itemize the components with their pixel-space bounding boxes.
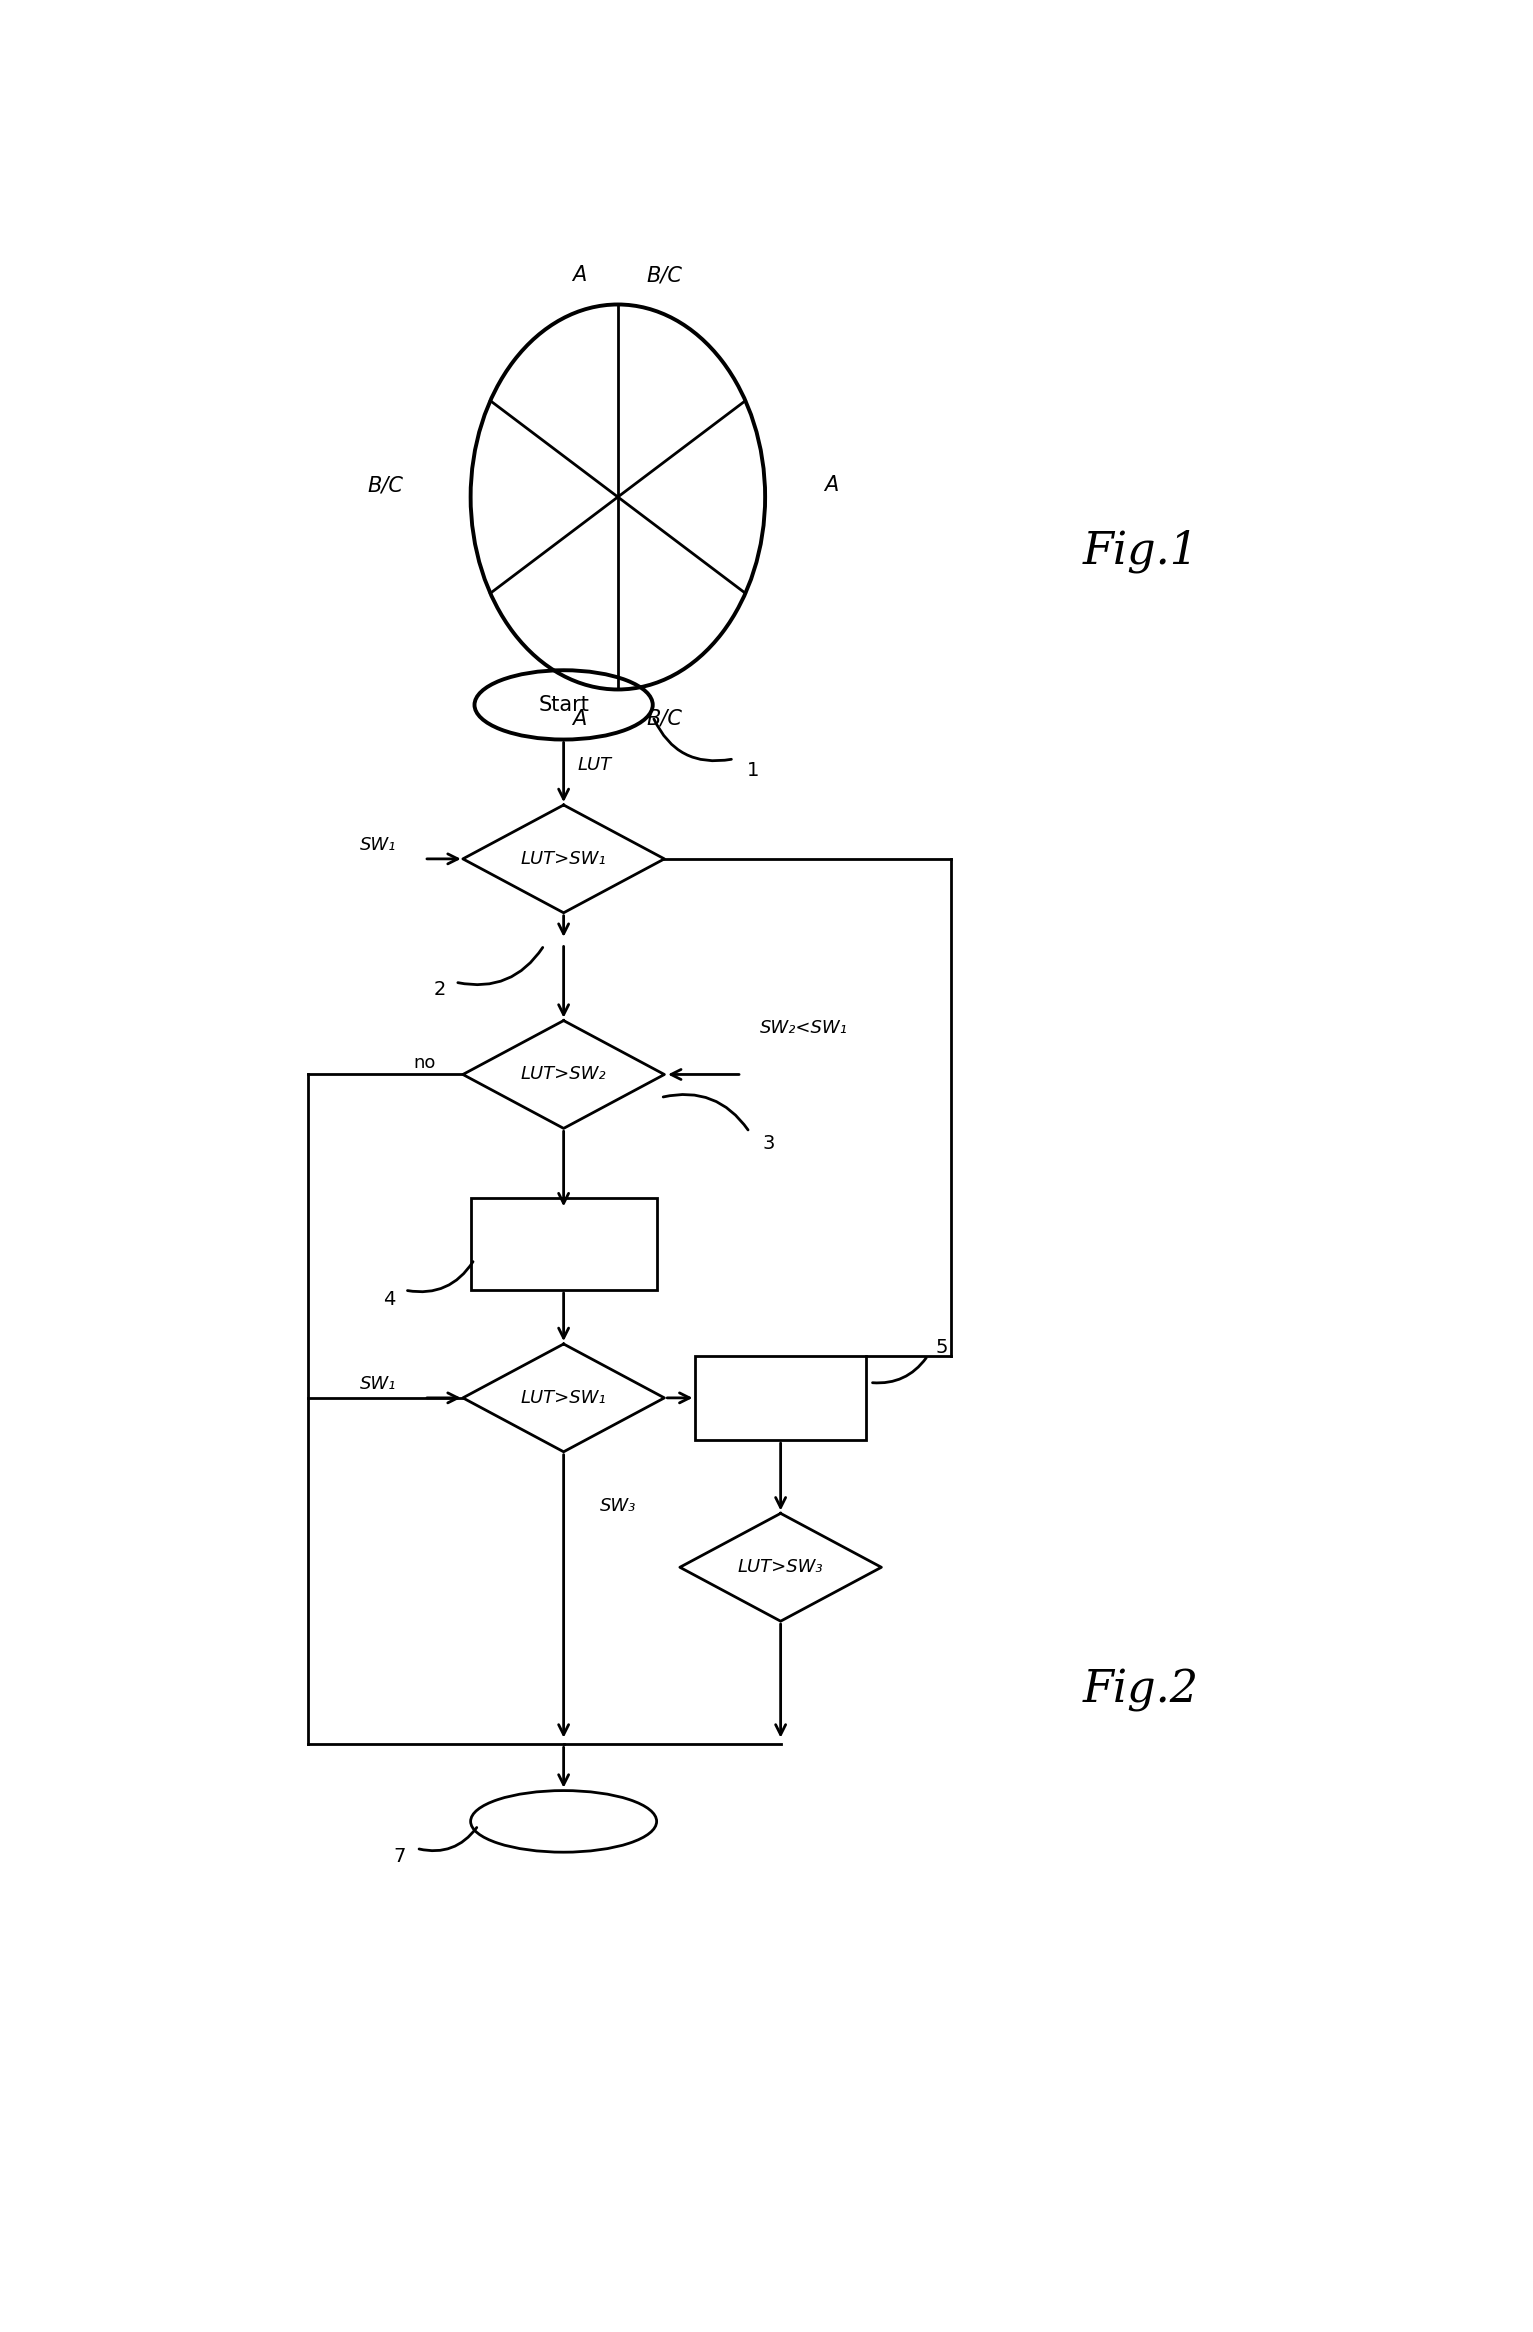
Text: no: no — [412, 1054, 435, 1073]
Text: 2: 2 — [434, 979, 446, 1000]
Text: A: A — [572, 709, 586, 728]
Text: 5: 5 — [935, 1339, 947, 1357]
Text: 7: 7 — [392, 1847, 406, 1866]
Text: B/C: B/C — [368, 476, 403, 494]
Text: SW₂<SW₁: SW₂<SW₁ — [760, 1019, 848, 1038]
Text: LUT>SW₂: LUT>SW₂ — [521, 1066, 607, 1084]
Text: Fig.2: Fig.2 — [1082, 1670, 1199, 1712]
Text: LUT: LUT — [578, 756, 612, 774]
Text: 4: 4 — [383, 1290, 396, 1308]
Text: B/C: B/C — [647, 709, 682, 728]
Text: Fig.1: Fig.1 — [1082, 529, 1199, 574]
Text: A: A — [572, 266, 586, 285]
Text: 1: 1 — [747, 760, 760, 779]
Text: Start: Start — [538, 695, 589, 716]
Text: LUT>SW₁: LUT>SW₁ — [521, 1390, 607, 1406]
Text: SW₁: SW₁ — [359, 1376, 396, 1392]
Text: B/C: B/C — [647, 266, 682, 285]
Bar — [471, 1199, 656, 1290]
Bar — [696, 1355, 866, 1441]
Text: 3: 3 — [763, 1133, 776, 1154]
Text: SW₁: SW₁ — [359, 835, 396, 854]
Text: LUT>SW₃: LUT>SW₃ — [737, 1558, 823, 1576]
Text: LUT>SW₁: LUT>SW₁ — [521, 849, 607, 868]
Text: SW₃: SW₃ — [599, 1497, 636, 1516]
Text: A: A — [823, 476, 839, 494]
